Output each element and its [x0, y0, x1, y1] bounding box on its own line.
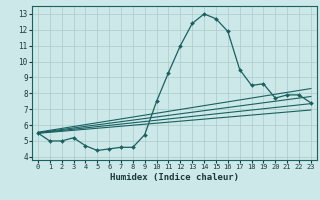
X-axis label: Humidex (Indice chaleur): Humidex (Indice chaleur): [110, 173, 239, 182]
